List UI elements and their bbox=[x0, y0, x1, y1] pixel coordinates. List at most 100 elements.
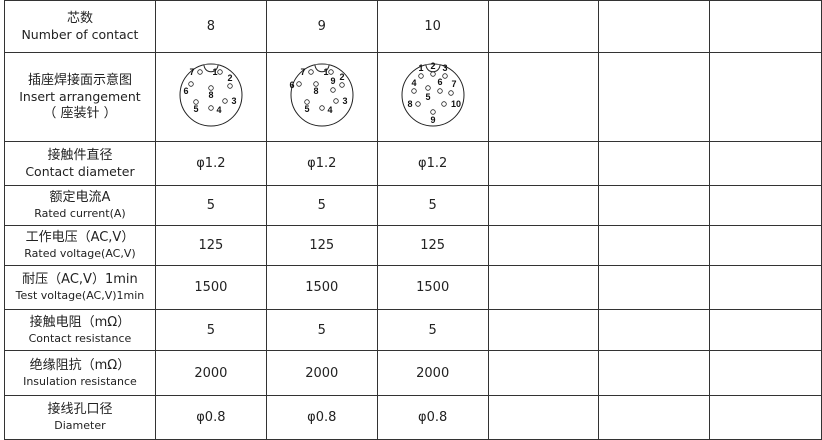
pin-label: 3 bbox=[442, 63, 447, 73]
value-cell: 5 bbox=[376, 309, 489, 351]
pin-label: 9 bbox=[430, 115, 435, 125]
pin-hole bbox=[188, 81, 194, 87]
empty-cell bbox=[598, 0, 711, 53]
empty-cell bbox=[487, 350, 600, 396]
empty-cell bbox=[709, 141, 822, 186]
value-cell: 2000 bbox=[265, 350, 378, 396]
value-cell: 10 bbox=[376, 0, 489, 53]
insert-arrangement-diagram: 1 2 34 5 678 9 bbox=[289, 63, 354, 127]
value-cell: 5 bbox=[154, 185, 267, 226]
table-row: 芯数 Number of contact 8 9 10 bbox=[4, 0, 822, 53]
empty-cell bbox=[598, 52, 711, 142]
pin-label: 4 bbox=[216, 105, 221, 115]
pin-hole bbox=[208, 85, 214, 91]
label-cn: 额定电流A bbox=[49, 190, 111, 205]
row-label: 额定电流A Rated current(A) bbox=[4, 185, 156, 226]
value-cell: φ1.2 bbox=[376, 141, 489, 186]
pin-hole bbox=[410, 88, 417, 94]
value-cell: φ0.8 bbox=[154, 395, 267, 440]
value-cell: φ0.8 bbox=[265, 395, 378, 440]
value-cell: 5 bbox=[376, 185, 489, 226]
label-en: Contact resistance bbox=[28, 331, 132, 345]
empty-cell bbox=[487, 52, 600, 142]
pin-hole bbox=[197, 69, 203, 75]
label-cn: 接线孔口径 bbox=[47, 402, 113, 417]
value-cell: 125 bbox=[265, 225, 378, 266]
pin-hole bbox=[296, 81, 302, 87]
pin-hole bbox=[193, 99, 199, 105]
table-row: 绝缘阻抗（mΩ） Insulation resistance 2000 2000 200… bbox=[4, 350, 822, 396]
pin-hole bbox=[424, 85, 431, 91]
empty-cell bbox=[709, 350, 822, 396]
table-row: 耐压（AC,V）1min Test voltage(AC,V)1min 1500 15… bbox=[4, 265, 822, 310]
pin-hole bbox=[429, 71, 436, 77]
empty-cell bbox=[598, 225, 711, 266]
pin-hole bbox=[208, 105, 214, 111]
empty-cell bbox=[709, 265, 822, 310]
pin-hole bbox=[308, 69, 314, 75]
spec-table: 芯数 Number of contact 8 9 10 插座焊接面示意图 Insert ar… bbox=[4, 0, 822, 440]
pin-hole bbox=[436, 88, 443, 94]
pin-label: 8 bbox=[208, 90, 213, 100]
pin-hole bbox=[217, 69, 223, 75]
pin-hole bbox=[328, 69, 334, 75]
empty-cell bbox=[487, 395, 600, 440]
empty-cell bbox=[598, 265, 711, 310]
empty-cell bbox=[598, 141, 711, 186]
label-cn2: （ 座装针 ） bbox=[43, 106, 117, 121]
key-notch bbox=[314, 64, 330, 73]
pin-hole bbox=[313, 81, 319, 87]
empty-cell bbox=[598, 185, 711, 226]
value-cell: φ1.2 bbox=[154, 141, 267, 186]
value-cell: 8 bbox=[154, 0, 267, 53]
empty-cell bbox=[709, 185, 822, 226]
row-label: 绝缘阻抗（mΩ） Insulation resistance bbox=[4, 350, 156, 396]
pin-label: 4 bbox=[411, 78, 416, 88]
diagram-cell: 1 2 3 4 5 6 7 8 9 10 bbox=[376, 52, 489, 142]
label-en: Test voltage(AC,V)1min bbox=[15, 289, 145, 302]
empty-cell bbox=[487, 265, 600, 310]
pin-label: 9 bbox=[330, 76, 335, 86]
empty-cell bbox=[709, 0, 822, 53]
empty-cell bbox=[487, 185, 600, 226]
pin-label: 8 bbox=[407, 99, 412, 109]
empty-cell bbox=[487, 225, 600, 266]
pin-hole bbox=[417, 73, 424, 79]
table-row: 插座焊接面示意图 Insert arrangement （ 座装针 ） 1 2 3 4 5 6 7… bbox=[4, 52, 822, 142]
pin-label: 10 bbox=[451, 99, 461, 109]
key-notch bbox=[203, 64, 219, 73]
pin-label: 1 bbox=[323, 67, 328, 77]
value-cell: φ0.8 bbox=[376, 395, 489, 440]
label-en: Diameter bbox=[54, 419, 106, 432]
table-row: 额定电流A Rated current(A) 5 5 5 bbox=[4, 185, 822, 226]
pin-label: 8 bbox=[313, 86, 318, 96]
value-cell: 125 bbox=[376, 225, 489, 266]
label-cn: 插座焊接面示意图 bbox=[27, 73, 132, 88]
pin-hole bbox=[441, 73, 448, 79]
pin-label: 2 bbox=[227, 73, 232, 83]
row-label: 耐压（AC,V）1min Test voltage(AC,V)1min bbox=[4, 265, 156, 310]
pin-hole bbox=[330, 87, 336, 93]
value-cell: 9 bbox=[265, 0, 378, 53]
pin-hole bbox=[304, 99, 310, 105]
pin-label: 5 bbox=[304, 104, 309, 114]
empty-cell bbox=[709, 52, 822, 142]
insert-arrangement-diagram: 12 34 567 8 bbox=[179, 63, 243, 127]
pin-hole bbox=[447, 90, 454, 96]
value-cell: 1500 bbox=[376, 265, 489, 310]
label-en: Rated voltage(AC,V) bbox=[24, 247, 136, 260]
table-row: 接线孔口径 Diameter φ0.8 φ0.8 φ0.8 bbox=[4, 395, 822, 440]
label-cn: 绝缘阻抗（mΩ） bbox=[29, 357, 131, 373]
empty-cell bbox=[598, 395, 711, 440]
empty-cell bbox=[709, 225, 822, 266]
value-cell: φ1.2 bbox=[265, 141, 378, 186]
pin-label: 3 bbox=[231, 96, 236, 106]
pin-hole bbox=[227, 83, 233, 89]
row-label: 插座焊接面示意图 Insert arrangement （ 座装针 ） bbox=[4, 52, 156, 142]
row-label: 接线孔口径 Diameter bbox=[4, 395, 156, 440]
row-label: 接触电阻（mΩ） Contact resistance bbox=[4, 309, 156, 351]
table-row: 接触电阻（mΩ） Contact resistance 5 5 5 bbox=[4, 309, 822, 351]
table-row: 工作电压（AC,V） Rated voltage(AC,V) 125 125 125 bbox=[4, 225, 822, 266]
pin-label: 7 bbox=[189, 67, 194, 77]
